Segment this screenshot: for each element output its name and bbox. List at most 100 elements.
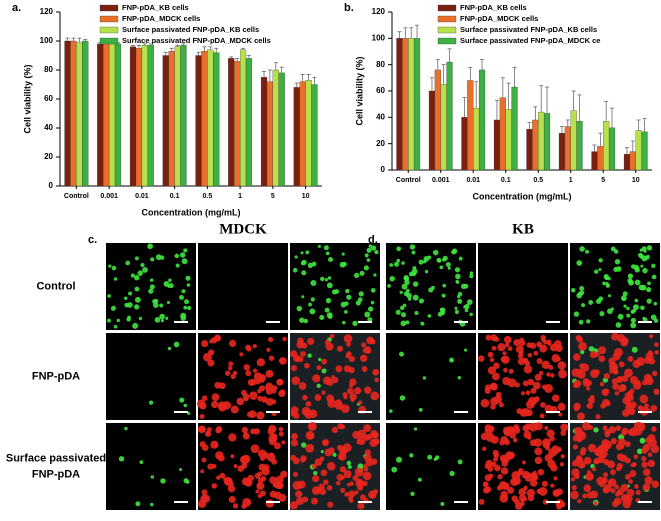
- cell: [478, 498, 485, 505]
- cell: [134, 275, 140, 281]
- cell: [586, 491, 594, 499]
- cell: [487, 466, 494, 472]
- cell: [538, 486, 548, 496]
- cell: [138, 316, 143, 321]
- cell: [540, 402, 546, 408]
- legend-swatch: [99, 26, 119, 34]
- bar: [538, 111, 545, 171]
- error-bar: [592, 144, 597, 152]
- cell: [621, 297, 625, 301]
- x-tick-label: 0.5: [533, 177, 543, 184]
- x-tick-label: 5: [271, 193, 275, 200]
- cell: [653, 301, 658, 306]
- cell: [445, 261, 451, 268]
- cell: [579, 286, 585, 291]
- cell: [363, 453, 372, 462]
- cell: [526, 400, 535, 409]
- cell: [374, 249, 379, 255]
- bar: [564, 126, 571, 171]
- cell: [490, 382, 498, 391]
- bar: [114, 43, 122, 187]
- cell: [268, 336, 274, 343]
- cell: [501, 460, 508, 467]
- cell: [559, 462, 565, 467]
- cell: [503, 335, 512, 344]
- cell: [345, 288, 350, 294]
- cell: [370, 391, 380, 401]
- cell: [250, 378, 258, 386]
- cell: [532, 381, 541, 390]
- cell: [527, 378, 535, 386]
- cell: [610, 307, 614, 311]
- cell: [250, 444, 260, 454]
- cell: [572, 444, 579, 450]
- bar: [135, 48, 143, 187]
- cell: [230, 405, 239, 414]
- cell: [271, 399, 277, 405]
- bar: [629, 151, 636, 171]
- cell: [246, 346, 252, 352]
- cell: [469, 274, 474, 279]
- cell: [301, 295, 305, 299]
- cell: [530, 473, 539, 481]
- cell: [317, 244, 321, 248]
- cell: [592, 467, 597, 472]
- cell: [349, 393, 357, 401]
- cell: [570, 287, 576, 293]
- error-bar: [545, 86, 550, 114]
- x-tick-label: Control: [396, 177, 421, 184]
- cell: [651, 274, 657, 280]
- error-bar: [409, 27, 414, 39]
- bar: [499, 97, 506, 171]
- cell: [201, 489, 208, 496]
- cell: [527, 352, 533, 358]
- cell: [280, 470, 288, 478]
- error-bar: [306, 73, 311, 81]
- cell: [273, 491, 282, 500]
- cell: [493, 362, 500, 369]
- cell: [630, 322, 637, 329]
- cell: [572, 435, 579, 442]
- cell: [440, 307, 446, 313]
- cell: [399, 290, 403, 294]
- cell: [259, 374, 267, 382]
- cell: [571, 485, 577, 491]
- bar: [266, 81, 274, 187]
- cell: [257, 449, 267, 458]
- cell: [463, 305, 467, 309]
- cell: [492, 372, 500, 381]
- x-tick-label: 1: [569, 177, 573, 184]
- cell: [440, 501, 445, 507]
- cell: [614, 484, 620, 490]
- cell: [629, 388, 635, 394]
- cell: [504, 342, 510, 348]
- cell: [550, 483, 555, 488]
- cell: [626, 488, 635, 497]
- cell: [313, 471, 318, 476]
- error-bar: [214, 47, 219, 53]
- cell: [186, 283, 191, 287]
- cell: [640, 264, 644, 268]
- cell: [159, 303, 164, 308]
- cell: [349, 498, 354, 503]
- cell: [522, 357, 529, 364]
- cell: [579, 431, 585, 436]
- micrograph: [478, 243, 568, 330]
- cell: [628, 479, 633, 484]
- cell: [588, 299, 594, 305]
- cell: [580, 363, 590, 372]
- cell: [635, 380, 641, 386]
- cell: [362, 471, 372, 481]
- bar: [428, 90, 436, 171]
- error-bar: [447, 48, 452, 63]
- cell: [319, 456, 325, 462]
- cell: [542, 438, 551, 447]
- cell: [301, 442, 307, 448]
- legend-label: FNP-pDA_MDCK cells: [460, 14, 538, 23]
- cell: [620, 493, 629, 503]
- x-axis-label: Concentration (mg/mL): [142, 207, 241, 217]
- cell: [644, 443, 649, 448]
- cell: [649, 334, 654, 339]
- cell: [150, 502, 154, 507]
- cell: [243, 460, 248, 466]
